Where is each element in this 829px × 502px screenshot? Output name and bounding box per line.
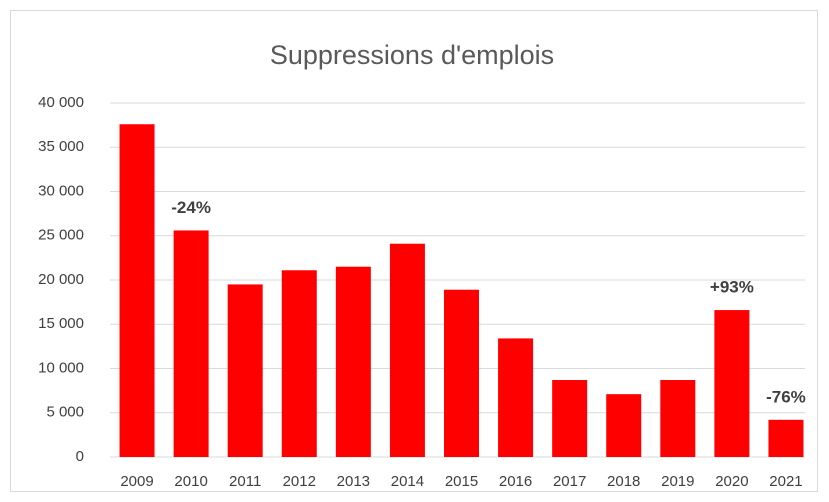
bar (281, 270, 317, 457)
y-tick-label: 10 000 (38, 359, 84, 376)
bar (335, 266, 371, 457)
bar (768, 419, 804, 457)
x-tick-label: 2017 (553, 473, 586, 490)
x-tick-label: 2012 (283, 473, 316, 490)
bar (444, 289, 479, 457)
bar (498, 338, 534, 457)
bar (660, 380, 696, 457)
x-tick-label: 2019 (661, 473, 694, 490)
bar (173, 230, 209, 457)
bar (552, 380, 588, 457)
x-tick-label: 2016 (499, 473, 532, 490)
y-tick-label: 15 000 (38, 315, 84, 332)
x-tick-label: 2021 (769, 473, 802, 490)
annotation: +93% (710, 278, 754, 297)
y-tick-label: 5 000 (46, 404, 84, 421)
y-tick-label: 20 000 (38, 271, 84, 288)
x-tick-label: 2010 (174, 473, 207, 490)
x-tick-label: 2011 (229, 473, 261, 490)
x-tick-label: 2018 (607, 473, 640, 490)
x-tick-label: 2009 (120, 473, 153, 490)
annotation: -76% (766, 387, 806, 406)
bar (227, 284, 263, 457)
y-tick-label: 30 000 (38, 182, 84, 199)
x-tick-label: 2015 (445, 473, 478, 490)
x-tick-label: 2014 (391, 473, 424, 490)
y-tick-label: 25 000 (38, 227, 84, 244)
y-tick-label: 40 000 (38, 94, 84, 111)
y-tick-label: 35 000 (38, 138, 84, 155)
annotation: -24% (171, 198, 211, 217)
x-tick-label: 2020 (715, 473, 748, 490)
bar (119, 124, 155, 458)
bar (606, 394, 642, 457)
chart-title: Suppressions d'emplois (270, 40, 554, 70)
bar (389, 243, 425, 457)
bar (714, 310, 750, 457)
y-tick-label: 0 (76, 448, 84, 465)
x-tick-label: 2013 (337, 473, 370, 490)
